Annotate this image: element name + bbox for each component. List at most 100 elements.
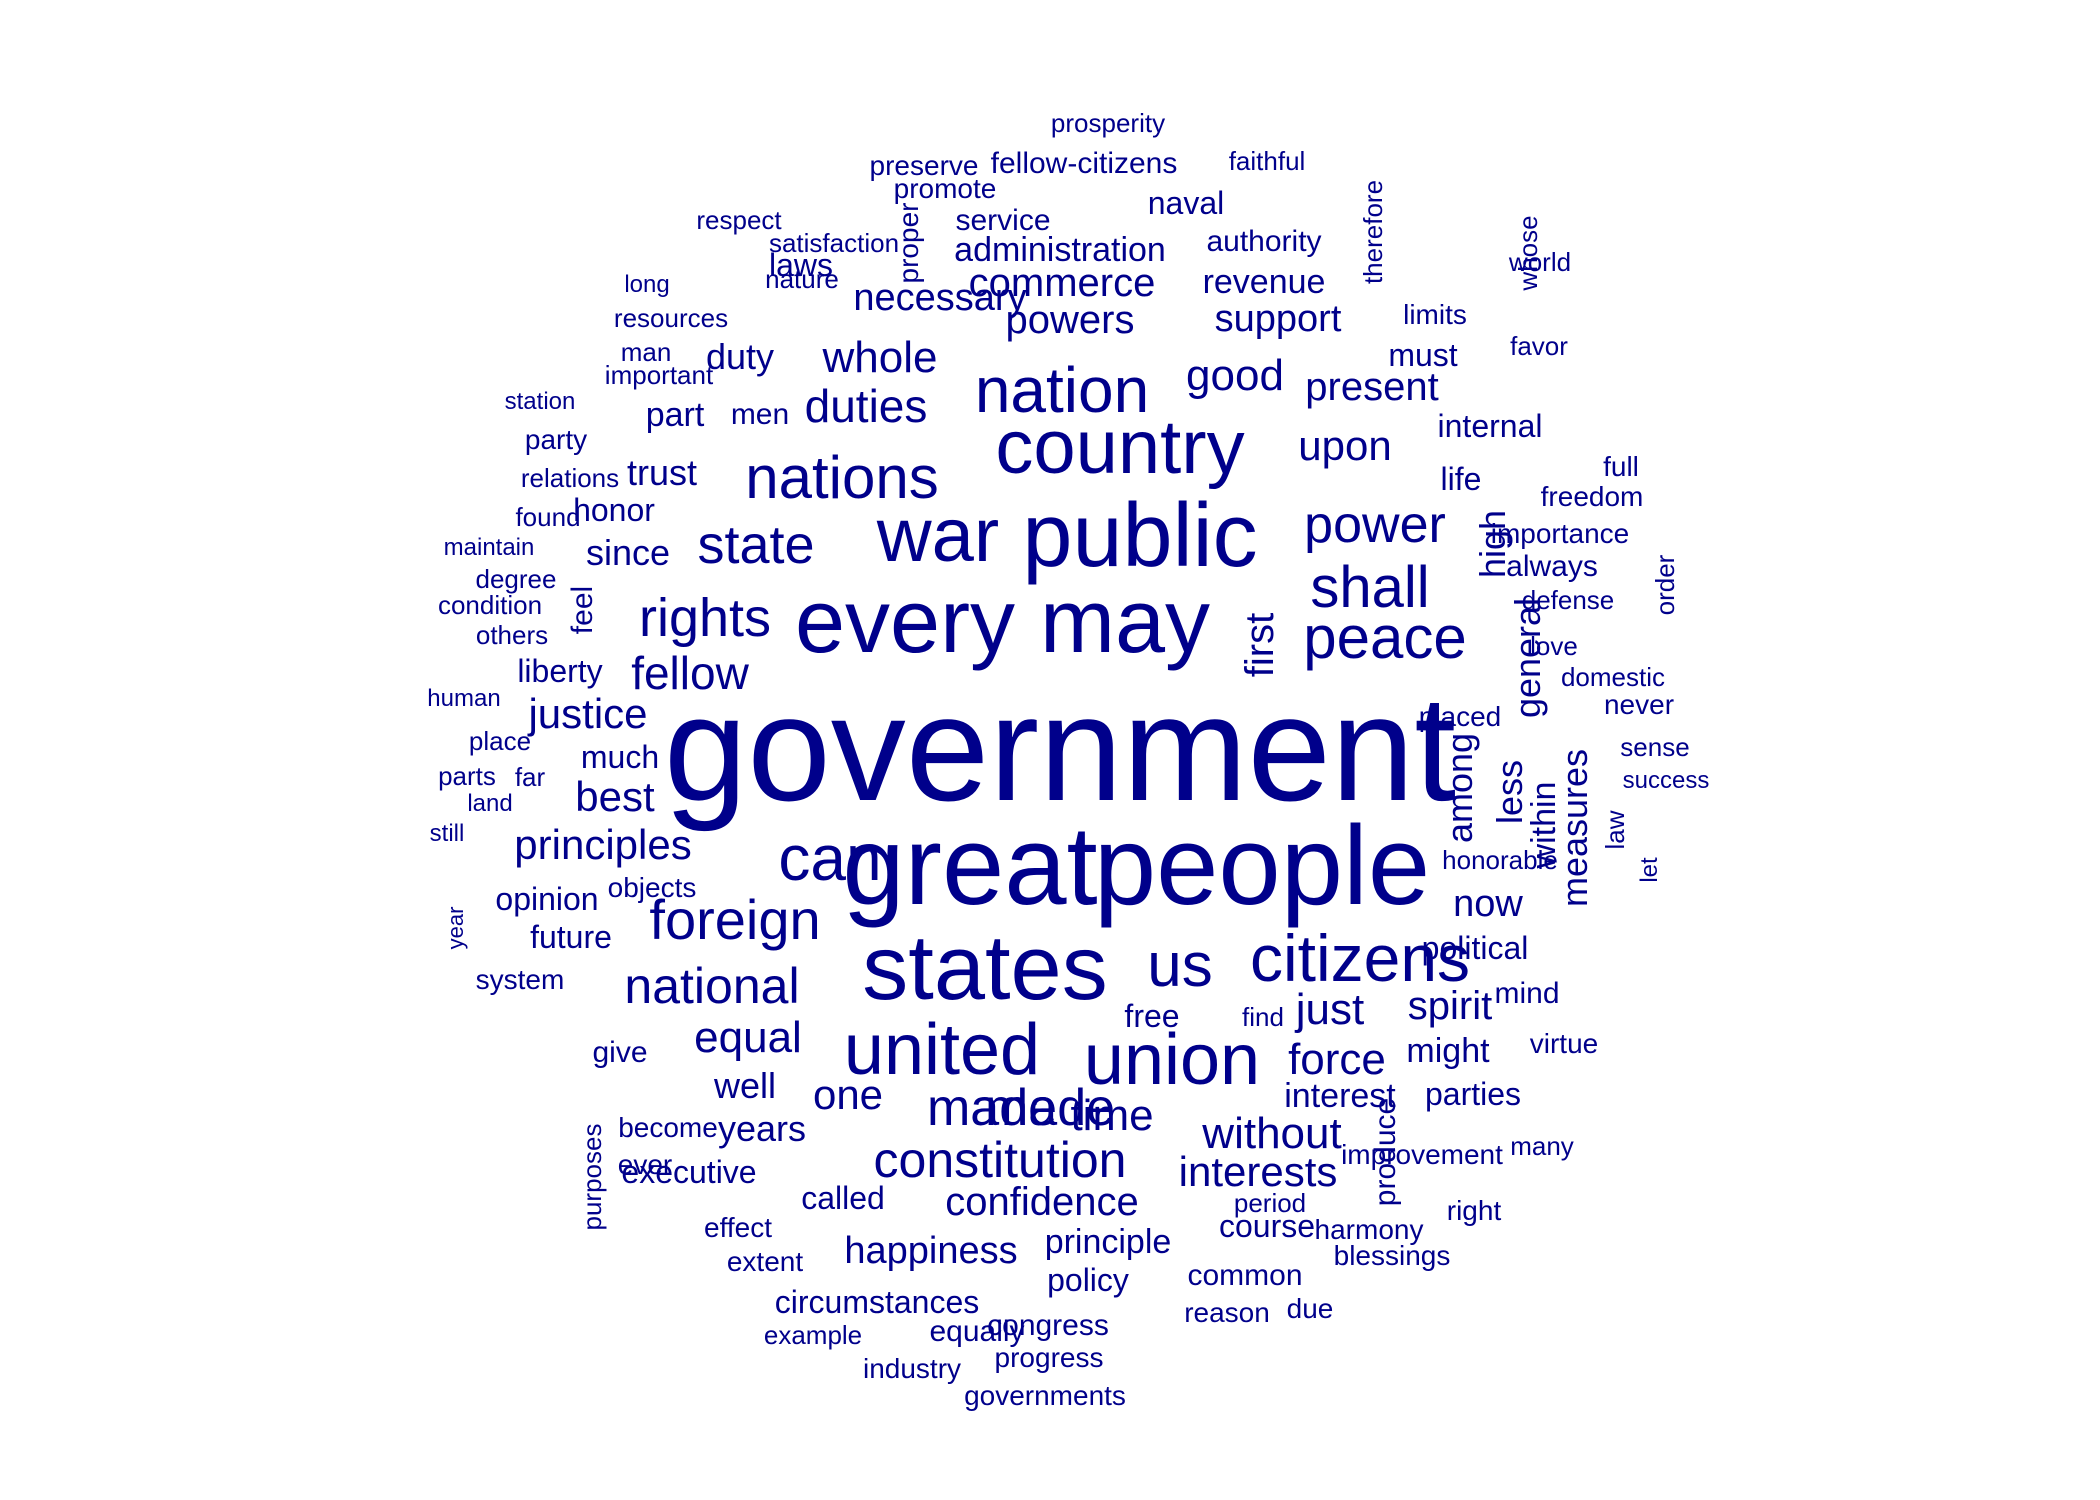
word: prosperity: [1050, 108, 1166, 138]
word: made: [984, 1079, 1116, 1137]
word: internal: [1437, 408, 1543, 444]
word: liberty: [517, 653, 603, 689]
word: progress: [994, 1342, 1104, 1373]
word: industry: [862, 1353, 962, 1384]
word: long: [624, 271, 670, 298]
word: equally: [929, 1315, 1025, 1348]
word: must: [1388, 337, 1458, 373]
word: powers: [1005, 298, 1135, 342]
word: feel: [566, 585, 599, 635]
word: less: [1489, 759, 1530, 825]
word: system: [475, 964, 565, 995]
word: improvement: [1341, 1139, 1503, 1170]
word: without: [1202, 1109, 1342, 1158]
word: purposes: [577, 1123, 607, 1231]
word: objects: [607, 872, 697, 903]
word: just: [1295, 985, 1365, 1034]
word: every: [794, 572, 1016, 672]
word: reason: [1184, 1297, 1270, 1328]
word: government: [663, 664, 1457, 832]
word: well: [713, 1065, 777, 1106]
word: favor: [1510, 331, 1568, 361]
word: union: [1083, 1020, 1261, 1100]
word: public: [1022, 486, 1258, 586]
word: present: [1305, 365, 1439, 409]
word: future: [530, 919, 612, 955]
word: opinion: [495, 881, 599, 917]
word: harmony: [1314, 1214, 1424, 1245]
word: domestic: [1560, 662, 1666, 692]
word: may: [1039, 572, 1211, 672]
word: condition: [437, 590, 543, 620]
word: common: [1187, 1259, 1303, 1292]
word: naval: [1147, 185, 1225, 221]
word: preserve: [869, 150, 979, 181]
word: parts: [438, 761, 496, 791]
word: importance: [1490, 518, 1630, 549]
word: satisfaction: [768, 228, 900, 258]
word: success: [1622, 767, 1710, 794]
word: administration: [954, 231, 1166, 269]
word: limits: [1403, 299, 1467, 330]
word: place: [468, 726, 532, 756]
word: great: [842, 803, 1098, 928]
word: resources: [613, 303, 729, 333]
word: full: [1603, 451, 1639, 482]
word: interests: [1178, 1148, 1338, 1195]
word: found: [515, 502, 581, 532]
word: constitution: [873, 1132, 1127, 1188]
word: always: [1506, 550, 1598, 583]
word: right: [1446, 1195, 1502, 1226]
word: interest: [1284, 1077, 1396, 1115]
word: first: [1238, 612, 1282, 678]
word: freedom: [1540, 481, 1644, 512]
word: equal: [694, 1013, 802, 1062]
word: states: [862, 917, 1108, 1019]
word: extent: [726, 1246, 804, 1277]
word: measures: [1554, 748, 1595, 908]
word: spirit: [1407, 984, 1493, 1028]
word: since: [585, 532, 671, 573]
word: peace: [1303, 604, 1467, 671]
word: sense: [1620, 732, 1690, 762]
word: order: [1650, 554, 1680, 616]
word: can: [778, 822, 882, 894]
word: now: [1453, 883, 1523, 925]
word: man: [620, 337, 672, 367]
word: whose: [1513, 215, 1543, 291]
word: give: [592, 1036, 648, 1069]
word: nation: [974, 354, 1150, 426]
word: power: [1304, 496, 1446, 554]
word: effect: [704, 1212, 772, 1243]
word: policy: [1047, 1262, 1129, 1298]
word: people: [1093, 803, 1431, 928]
word: part: [645, 396, 705, 434]
word: governments: [964, 1380, 1126, 1411]
word: honor: [573, 492, 655, 528]
word: citizens: [1249, 921, 1471, 995]
word: faithful: [1228, 146, 1306, 176]
word: important: [604, 360, 714, 390]
word: force: [1288, 1035, 1386, 1084]
word: placed: [1418, 701, 1502, 732]
word: confidence: [945, 1180, 1139, 1224]
word: commerce: [968, 261, 1156, 305]
word: duty: [705, 336, 775, 377]
word: defense: [1521, 585, 1615, 615]
word: time: [1070, 1091, 1154, 1140]
word: called: [801, 1180, 885, 1216]
word: much: [580, 739, 660, 775]
word: authority: [1206, 225, 1322, 258]
word: nature: [765, 264, 839, 294]
word: world: [1508, 247, 1572, 277]
word: land: [467, 790, 513, 817]
word: law: [1600, 810, 1630, 850]
word: maintain: [443, 534, 535, 561]
word: years: [717, 1108, 807, 1149]
word: among: [1439, 732, 1480, 844]
word: let: [1636, 857, 1663, 883]
word: mind: [1494, 977, 1560, 1010]
word: parties: [1424, 1076, 1522, 1112]
word: country: [995, 405, 1245, 490]
